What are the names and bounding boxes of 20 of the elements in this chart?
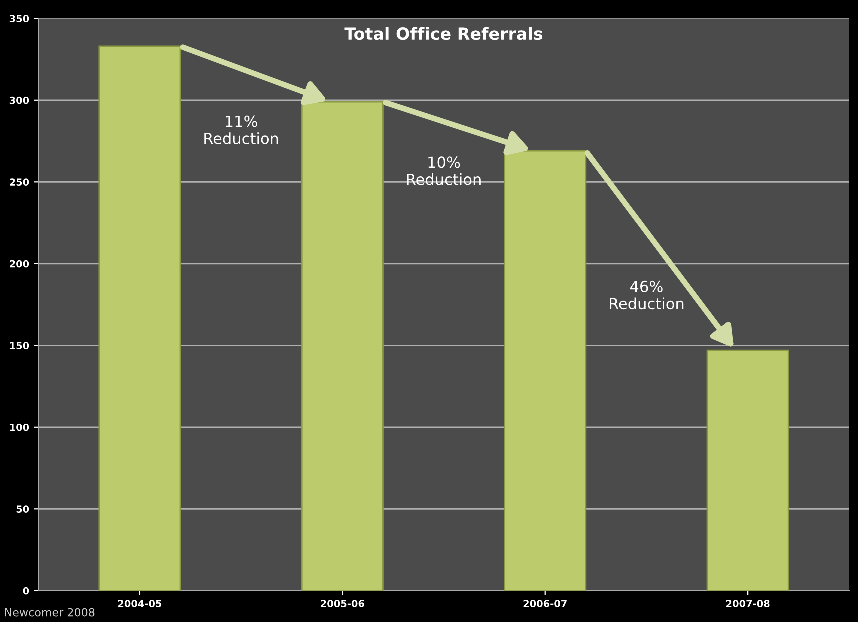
annotation: 46% Reduction [610, 280, 684, 310]
bar [98, 46, 182, 591]
text: Newcomer 2008 [5, 608, 95, 617]
y-tick-label: 250 [10, 178, 30, 186]
chart-title: Total Office Referrals [344, 27, 543, 40]
y-tick-label: 200 [10, 260, 30, 268]
y-tick-label: 350 [10, 15, 30, 22]
x-tick-label: 2007-08 [726, 600, 770, 608]
bar [706, 350, 790, 591]
x-tick-label: 2005-06 [321, 600, 364, 608]
y-tick-label: 50 [16, 506, 30, 513]
bar [504, 150, 587, 591]
y-tick-label: 0 [23, 587, 30, 595]
x-tick-label: 2004-05 [118, 600, 162, 608]
y-tick-label: 300 [10, 96, 30, 104]
y-tick-label: 150 [10, 342, 30, 350]
y-tick-label: 100 [10, 424, 30, 432]
x-tick-label: 2006-07 [524, 600, 567, 608]
bar [301, 101, 384, 591]
annotation: 11% Reduction [204, 116, 278, 144]
